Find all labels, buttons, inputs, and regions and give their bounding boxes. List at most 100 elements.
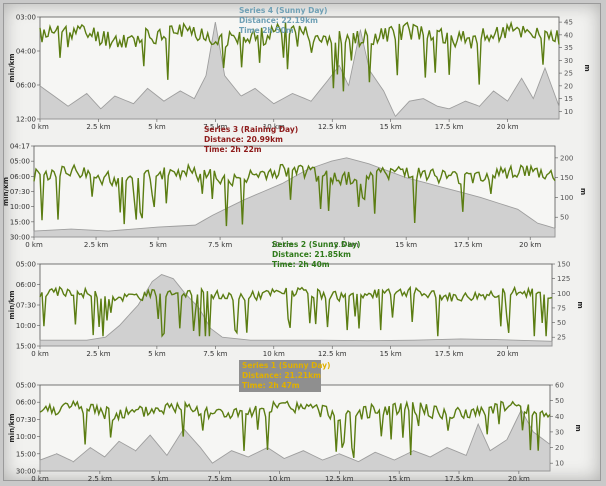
chart-frame: 03:00 04:00 06:00 12:00 10 15 20 25 30 35 40 45 0 km… — [3, 3, 601, 482]
panel-series-3: 04:17 05:00 06:00 07:30 10:00 15:00 30:00 50 100… — [4, 125, 587, 249]
y-tick-label: 07:30 — [16, 416, 36, 424]
y2-tick-label: 150 — [560, 174, 573, 182]
y-tick-label: 10:00 — [16, 433, 36, 441]
y2-tick-label: 100 — [557, 290, 570, 298]
x-tick-label: 17.5 km — [435, 123, 464, 131]
y-tick-label: 06:00 — [16, 399, 36, 407]
elevation-area — [33, 157, 556, 238]
y-tick-label: 10:00 — [10, 203, 30, 211]
annotation-line: Time: 2h 47m — [242, 381, 300, 390]
panel-series-2: 05:00 06:00 07:30 10:00 15:00 25 50 75 100 125 150… — [8, 240, 584, 358]
y2-tick-label: 45 — [564, 19, 573, 27]
y2-tick-label: 10 — [564, 108, 573, 116]
x-tick-label: 12.5 km — [330, 241, 359, 249]
x-tick-label: 10 km — [271, 241, 293, 249]
annotation-line: Distance: 22.19km — [239, 16, 318, 25]
y-axis-label: min/km — [8, 290, 16, 319]
annotation-bg — [239, 360, 321, 392]
y-tick-label: 07:30 — [16, 302, 36, 310]
y-tick-label: 07:30 — [10, 188, 30, 196]
y2-axis-label: m — [579, 188, 587, 195]
y2-axis-label: m — [583, 64, 591, 71]
x-tick-label: 0 km — [31, 350, 49, 358]
x-tick-label: 5 km — [148, 350, 166, 358]
y2-axis-label: m — [574, 424, 582, 431]
annotation-line: Series 4 (Sunny Day) — [239, 6, 327, 15]
pace-line — [39, 285, 553, 338]
x-tick-label: 7.5 km — [207, 475, 231, 482]
x-tick-label: 12.5 km — [325, 475, 354, 482]
panel-series-4: 03:00 04:00 06:00 12:00 10 15 20 25 30 35 40 45 0 km… — [8, 6, 591, 131]
y2-tick-label: 75 — [557, 304, 566, 312]
y-tick-label: 15:00 — [10, 218, 30, 226]
y-tick-label: 30:00 — [10, 234, 30, 242]
x-tick-label: 15 km — [388, 475, 410, 482]
x-tick-label: 20 km — [519, 241, 541, 249]
x-tick-label: 17.5 km — [454, 241, 483, 249]
panel-series-1: 05:00 06:00 07:30 10:00 15:00 30:00 10 20 30 40 50… — [8, 360, 582, 482]
annotation-line: Series 3 (Raining Day) — [204, 125, 298, 134]
x-tick-label: 17.5 km — [445, 475, 474, 482]
y-tick-label: 12:00 — [16, 116, 36, 124]
y-axis-label: min/km — [8, 413, 16, 442]
y-tick-label: 03:00 — [16, 14, 36, 22]
y2-tick-label: 30 — [564, 57, 573, 65]
y-tick-label: 06:00 — [16, 82, 36, 90]
annotation-line: Series 1 (Sunny Day) — [242, 361, 330, 370]
x-tick-label: 5 km — [149, 241, 167, 249]
y-tick-label: 30:00 — [16, 468, 36, 476]
x-tick-label: 10 km — [263, 350, 285, 358]
y-tick-label: 05:00 — [16, 261, 36, 269]
x-tick-label: 15 km — [380, 350, 402, 358]
y2-tick-label: 35 — [564, 44, 573, 52]
x-tick-label: 5 km — [151, 475, 169, 482]
y2-tick-label: 40 — [564, 31, 573, 39]
elevation-area — [39, 408, 551, 472]
x-tick-label: 7.5 km — [208, 241, 232, 249]
x-tick-label: 2.5 km — [86, 350, 110, 358]
y2-tick-label: 200 — [560, 154, 573, 162]
y-tick-label: 04:17 — [10, 143, 30, 151]
y2-tick-label: 150 — [557, 261, 570, 269]
x-tick-label: 12.5 km — [318, 350, 347, 358]
x-tick-label: 10 km — [268, 475, 290, 482]
pace-line — [33, 162, 556, 227]
y2-tick-label: 125 — [557, 275, 570, 283]
y2-tick-label: 50 — [560, 214, 569, 222]
y2-tick-label: 60 — [555, 382, 564, 390]
x-tick-label: 15 km — [380, 123, 402, 131]
y-axis-label: min/km — [4, 177, 10, 206]
x-tick-label: 2.5 km — [86, 123, 110, 131]
x-tick-label: 20 km — [497, 123, 519, 131]
y-tick-label: 04:00 — [16, 48, 36, 56]
charts-svg: 03:00 04:00 06:00 12:00 10 15 20 25 30 35 40 45 0 km… — [4, 6, 591, 482]
x-tick-label: 20 km — [497, 350, 519, 358]
y2-tick-label: 20 — [555, 444, 564, 452]
annotation-line: Time: 2h 40m — [272, 260, 330, 269]
x-tick-label: 7.5 km — [203, 123, 227, 131]
annotation-line: Time 2h 50m — [239, 26, 294, 35]
y2-tick-label: 30 — [555, 428, 564, 436]
y-tick-label: 06:00 — [10, 173, 30, 181]
y2-axis-label: m — [576, 301, 584, 308]
x-tick-label: 0 km — [31, 123, 49, 131]
y-tick-label: 10:00 — [16, 322, 36, 330]
x-tick-label: 20 km — [508, 475, 530, 482]
annotation-line: Series 2 (Sunny Day) — [272, 240, 360, 249]
x-tick-label: 10 km — [263, 123, 285, 131]
x-tick-label: 5 km — [148, 123, 166, 131]
y-tick-label: 05:00 — [16, 382, 36, 390]
y-tick-label: 15:00 — [16, 450, 36, 458]
x-tick-label: 15 km — [395, 241, 417, 249]
y2-tick-label: 40 — [555, 413, 564, 421]
y2-tick-label: 25 — [564, 70, 573, 78]
x-tick-label: 12.5 km — [318, 123, 347, 131]
annotation-line: Distance: 20.99km — [204, 135, 283, 144]
pace-line — [39, 399, 551, 459]
y2-tick-label: 20 — [564, 82, 573, 90]
elevation-area — [39, 22, 560, 120]
y2-tick-label: 50 — [555, 397, 564, 405]
y-tick-label: 06:00 — [16, 281, 36, 289]
annotation-line: Time: 2h 22m — [204, 145, 262, 154]
annotation-line: Distance: 21.85km — [272, 250, 351, 259]
